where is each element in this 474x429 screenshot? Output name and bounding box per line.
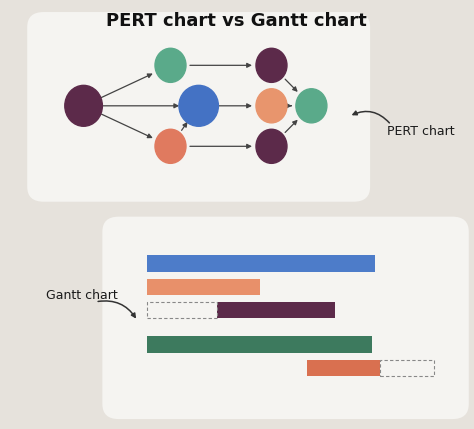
- Ellipse shape: [65, 85, 102, 126]
- FancyBboxPatch shape: [147, 254, 375, 272]
- Ellipse shape: [155, 48, 186, 82]
- FancyBboxPatch shape: [147, 279, 260, 295]
- FancyBboxPatch shape: [218, 302, 335, 318]
- Text: PERT chart vs Gantt chart: PERT chart vs Gantt chart: [106, 12, 366, 30]
- Ellipse shape: [256, 48, 287, 82]
- Text: Gantt chart: Gantt chart: [46, 289, 118, 302]
- FancyBboxPatch shape: [307, 360, 380, 376]
- Ellipse shape: [296, 89, 327, 123]
- Text: PERT chart: PERT chart: [387, 125, 454, 138]
- FancyBboxPatch shape: [27, 12, 370, 202]
- FancyBboxPatch shape: [102, 217, 469, 419]
- FancyBboxPatch shape: [147, 336, 373, 353]
- Ellipse shape: [179, 85, 219, 126]
- Ellipse shape: [256, 129, 287, 163]
- Ellipse shape: [155, 129, 186, 163]
- Ellipse shape: [256, 89, 287, 123]
